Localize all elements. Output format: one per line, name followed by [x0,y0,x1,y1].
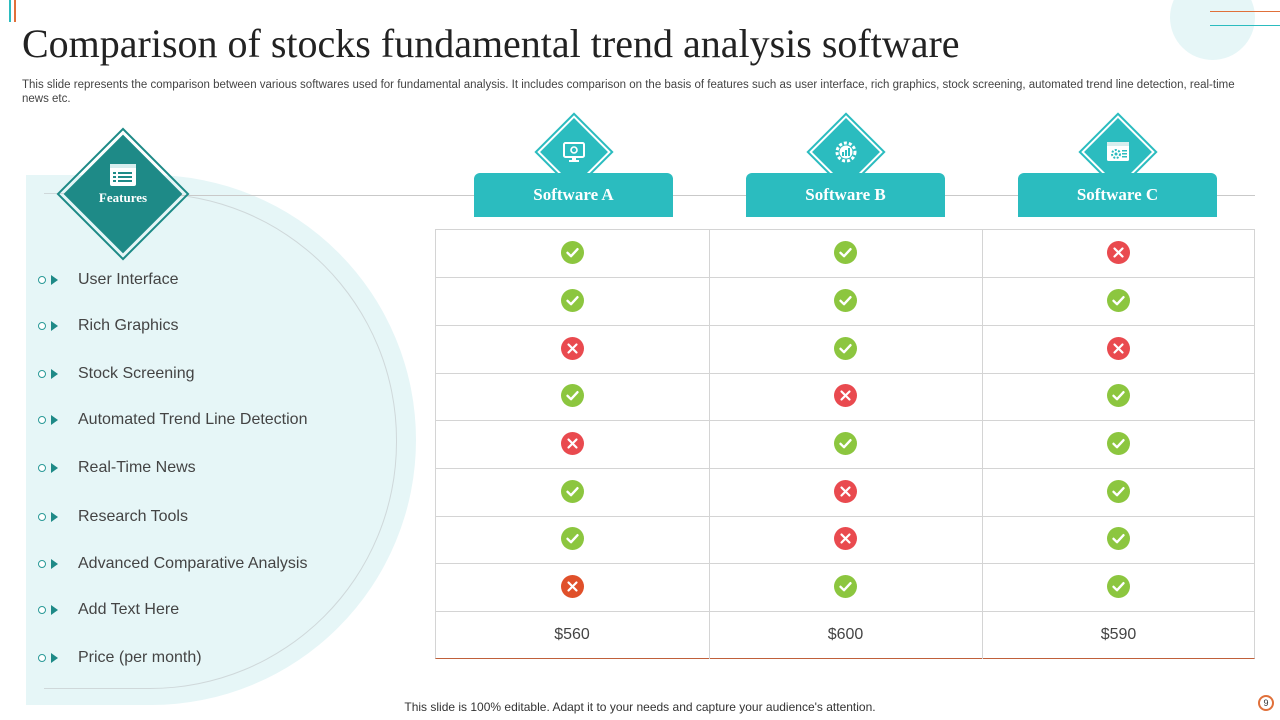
feature-item: Research Tools [38,506,188,528]
corner-accent-bar [14,0,16,22]
slide-title: Comparison of stocks fundamental trend a… [22,21,960,66]
arrow-right-icon [51,275,58,285]
feature-item: Add Text Here [38,599,179,621]
row-divider [435,277,1255,278]
arrow-right-icon [51,559,58,569]
cross-icon [560,336,584,360]
price-value: $590 [1100,626,1137,643]
cross-icon [560,431,584,455]
feature-item: User Interface [38,269,178,291]
software-header: Software C [1018,173,1217,217]
price-value: $560 [554,626,590,643]
check-icon [1107,384,1130,407]
arrow-right-icon [51,321,58,331]
check-icon [1107,479,1130,503]
check-icon [560,240,584,264]
slide-subtitle: This slide represents the comparison bet… [22,79,1235,105]
arrow-right-icon [51,369,58,379]
cross-icon [560,574,584,598]
corner-accent-bar [9,0,11,22]
column-divider [709,229,710,659]
document-list-icon [110,164,136,186]
row-divider [435,373,1255,374]
monitor-gear-icon [561,139,587,165]
feature-label: Add Text Here [78,601,180,618]
slide-footer: This slide is 100% editable. Adapt it to… [404,700,876,714]
feature-item: Price (per month) [38,647,202,669]
check-icon [834,431,857,455]
check-icon [834,240,857,264]
row-divider [435,611,1255,612]
row-divider [435,563,1255,564]
feature-item: Rich Graphics [38,315,178,337]
bullet-circle-icon [38,654,46,662]
feature-label: Real-Time News [78,459,196,476]
browser-gear-icon [1105,139,1131,165]
cross-icon [1107,240,1130,264]
check-icon [834,288,857,312]
feature-item: Automated Trend Line Detection [38,409,307,431]
check-icon [834,574,857,598]
cross-icon [834,527,857,550]
bullet-circle-icon [38,370,46,378]
check-icon [560,527,584,550]
feature-label: Advanced Comparative Analysis [78,555,308,572]
arrow-right-icon [51,463,58,473]
check-icon [1107,574,1130,598]
arrow-right-icon [51,415,58,425]
software-header: Software B [746,173,945,217]
software-header: Software A [474,173,673,217]
decorative-line [1210,25,1280,26]
comparison-table [435,229,1255,659]
bullet-circle-icon [38,464,46,472]
feature-item: Stock Screening [38,363,195,385]
features-badge-content: Features [76,163,170,206]
feature-label: Stock Screening [78,365,195,382]
check-icon [834,336,857,360]
cross-icon [834,384,857,407]
feature-label: Research Tools [78,508,188,525]
price-value: $600 [827,626,864,643]
feature-label: Price (per month) [78,649,202,666]
column-divider [982,229,983,659]
check-icon [1107,431,1130,455]
bullet-circle-icon [38,276,46,284]
feature-label: Rich Graphics [78,317,179,334]
arrow-right-icon [51,605,58,615]
check-icon [1107,288,1130,312]
feature-item: Real-Time News [38,457,196,479]
row-divider [435,516,1255,517]
arrow-right-icon [51,653,58,663]
check-icon [560,479,584,503]
bullet-circle-icon [38,416,46,424]
gear-chart-icon [833,139,859,165]
features-label: Features [98,190,148,205]
arrow-right-icon [51,512,58,522]
cross-icon [1107,336,1130,360]
feature-item: Advanced Comparative Analysis [38,553,307,575]
cross-icon [834,479,857,503]
bullet-circle-icon [38,513,46,521]
check-icon [1107,527,1130,550]
feature-label: Automated Trend Line Detection [78,411,308,428]
header-connector-line [170,195,1255,196]
bullet-circle-icon [38,606,46,614]
page-number: 9 [1258,695,1274,711]
row-divider [435,468,1255,469]
decorative-circle [1170,0,1255,60]
feature-label: User Interface [78,271,179,288]
check-icon [560,384,584,407]
bullet-circle-icon [38,322,46,330]
row-divider [435,325,1255,326]
check-icon [560,288,584,312]
row-divider [435,420,1255,421]
decorative-line [1210,11,1280,12]
bullet-circle-icon [38,560,46,568]
